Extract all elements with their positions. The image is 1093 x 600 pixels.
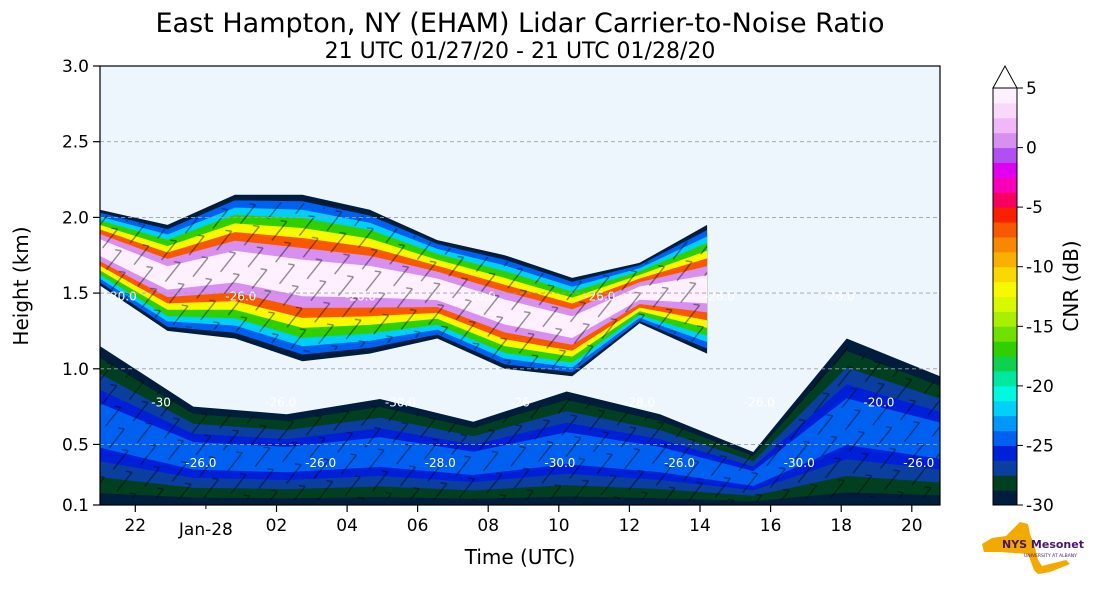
new-york-state-shape (982, 522, 1070, 574)
colorbar-tick-label: 5 (1026, 79, 1037, 99)
contour-label: -30.0 (784, 456, 815, 470)
nys-mesonet-logo: NYS Mesonet UNIVERSITY AT ALBANY (982, 522, 1084, 574)
colorbar-segment (993, 341, 1017, 357)
contour-label: -26.0 (704, 290, 735, 304)
contour-label: -20.0 (465, 290, 496, 304)
colorbar-segment (993, 117, 1017, 134)
x-date-label: Jan-28 (178, 520, 233, 540)
contour-label: -26.0 (265, 396, 296, 410)
colorbar-segment (993, 460, 1017, 476)
contour-label: -26.0 (305, 456, 336, 470)
y-axis: 0.1 0.5 1.0 1.5 2.0 2.5 3.0 (62, 57, 100, 516)
colorbar-segment (993, 430, 1017, 446)
colorbar-tick-label: -30 (1026, 496, 1054, 516)
colorbar-segment (993, 132, 1017, 149)
colorbar-segment (993, 400, 1017, 417)
grid-lines (100, 141, 940, 445)
colorbar-segment (993, 236, 1017, 253)
colorbar-tick-label: -15 (1026, 317, 1054, 337)
chart-subtitle: 21 UTC 01/27/20 - 21 UTC 01/28/20 (325, 39, 716, 64)
contour-label: -26.0 (225, 290, 256, 304)
cnr-layer (100, 194, 708, 377)
contour-label: -30.0 (106, 290, 137, 304)
contour-label: -26.0 (584, 290, 615, 304)
y-tick-label: 1.5 (62, 284, 89, 304)
colorbar: 5 0 -5 -10 -15 -20 -25 -30 (992, 64, 1054, 516)
colorbar-segment (993, 88, 1017, 104)
colorbar-segment (993, 162, 1017, 178)
colorbar-segment (993, 251, 1017, 268)
y-tick-label: 0.1 (62, 496, 89, 516)
contour-label: -28.0 (624, 396, 655, 410)
y-tick-label: 2.5 (62, 133, 89, 153)
contour-label: -26.0 (185, 456, 216, 470)
colorbar-segment (993, 370, 1017, 387)
colorbar-segment (993, 475, 1017, 491)
colorbar-label: CNR (dB) (1059, 240, 1083, 331)
colorbar-segment (993, 102, 1017, 119)
colorbar-segment (993, 311, 1017, 327)
colorbar-tick-label: 0 (1026, 139, 1037, 159)
contour-label: -20.0 (863, 396, 894, 410)
y-tick-label: 0.5 (62, 435, 89, 455)
colorbar-segment (993, 207, 1017, 223)
logo-subtext: UNIVERSITY AT ALBANY (1024, 553, 1077, 559)
x-tick-label: 08 (477, 516, 499, 536)
colorbar-segment (993, 445, 1017, 461)
contour-label: -26.0 (744, 396, 775, 410)
colorbar-segment (993, 385, 1017, 402)
contour-label: -26.0 (903, 456, 934, 470)
colorbar-segment (993, 296, 1017, 312)
contour-label: -26.0 (824, 290, 855, 304)
y-axis-label: Height (km) (9, 226, 33, 345)
plot-frame (99, 65, 941, 506)
colorbar-segment (993, 266, 1017, 283)
colorbar-segment (993, 222, 1017, 238)
colorbar-frame (992, 87, 1018, 506)
cnr-field: -30.0 -30 -26.0 -26.0 -26.0 -26.0 -26.0 -30.0 -2… (100, 194, 940, 505)
colorbar-segment (993, 415, 1017, 432)
contour-label: -30.0 (544, 456, 575, 470)
colorbar-segment (993, 177, 1017, 193)
x-tick-label: 14 (689, 516, 711, 536)
wind-barbs (100, 201, 708, 372)
contour-label: -30.0 (385, 396, 416, 410)
y-tick-label: 2.0 (62, 208, 89, 228)
chart-title: East Hampton, NY (EHAM) Lidar Carrier-to… (156, 8, 885, 39)
contour-label: -26 (510, 396, 530, 410)
x-tick-label: 12 (619, 516, 641, 536)
colorbar-segment (993, 147, 1017, 163)
y-tick-label: 3.0 (62, 57, 89, 77)
colorbar-tick-label: -25 (1026, 436, 1054, 456)
colorbar-segment (993, 356, 1017, 372)
contour-label: -30 (151, 396, 171, 410)
x-axis-label: Time (UTC) (464, 545, 576, 569)
contour-label: -28.0 (425, 456, 456, 470)
x-tick-label: 22 (124, 516, 146, 536)
x-tick-label: 04 (336, 516, 358, 536)
x-axis: 22 02 04 06 08 10 12 14 16 18 20 Jan-28 (124, 505, 923, 540)
colorbar-tick-label: -20 (1026, 377, 1054, 397)
x-tick-label: 20 (901, 516, 923, 536)
x-tick-label: 18 (830, 516, 852, 536)
x-tick-label: 16 (760, 516, 782, 536)
x-tick-label: 10 (548, 516, 570, 536)
colorbar-segment (993, 192, 1017, 208)
x-tick-label: 02 (266, 516, 288, 536)
contour-label: -26.0 (345, 290, 376, 304)
cnr-layer (100, 338, 940, 505)
wind-barbs (100, 346, 940, 503)
colorbar-segment (993, 326, 1017, 342)
x-tick-label: 06 (407, 516, 429, 536)
contour-label: -26.0 (664, 456, 695, 470)
colorbar-tick-label: -10 (1026, 258, 1054, 278)
logo-text: NYS Mesonet (1002, 538, 1084, 551)
y-tick-label: 1.0 (62, 360, 89, 380)
colorbar-segment (993, 281, 1017, 297)
colorbar-segment (993, 490, 1017, 506)
colorbar-extend-arrow (992, 64, 1018, 89)
colorbar-tick-label: -5 (1026, 198, 1043, 218)
